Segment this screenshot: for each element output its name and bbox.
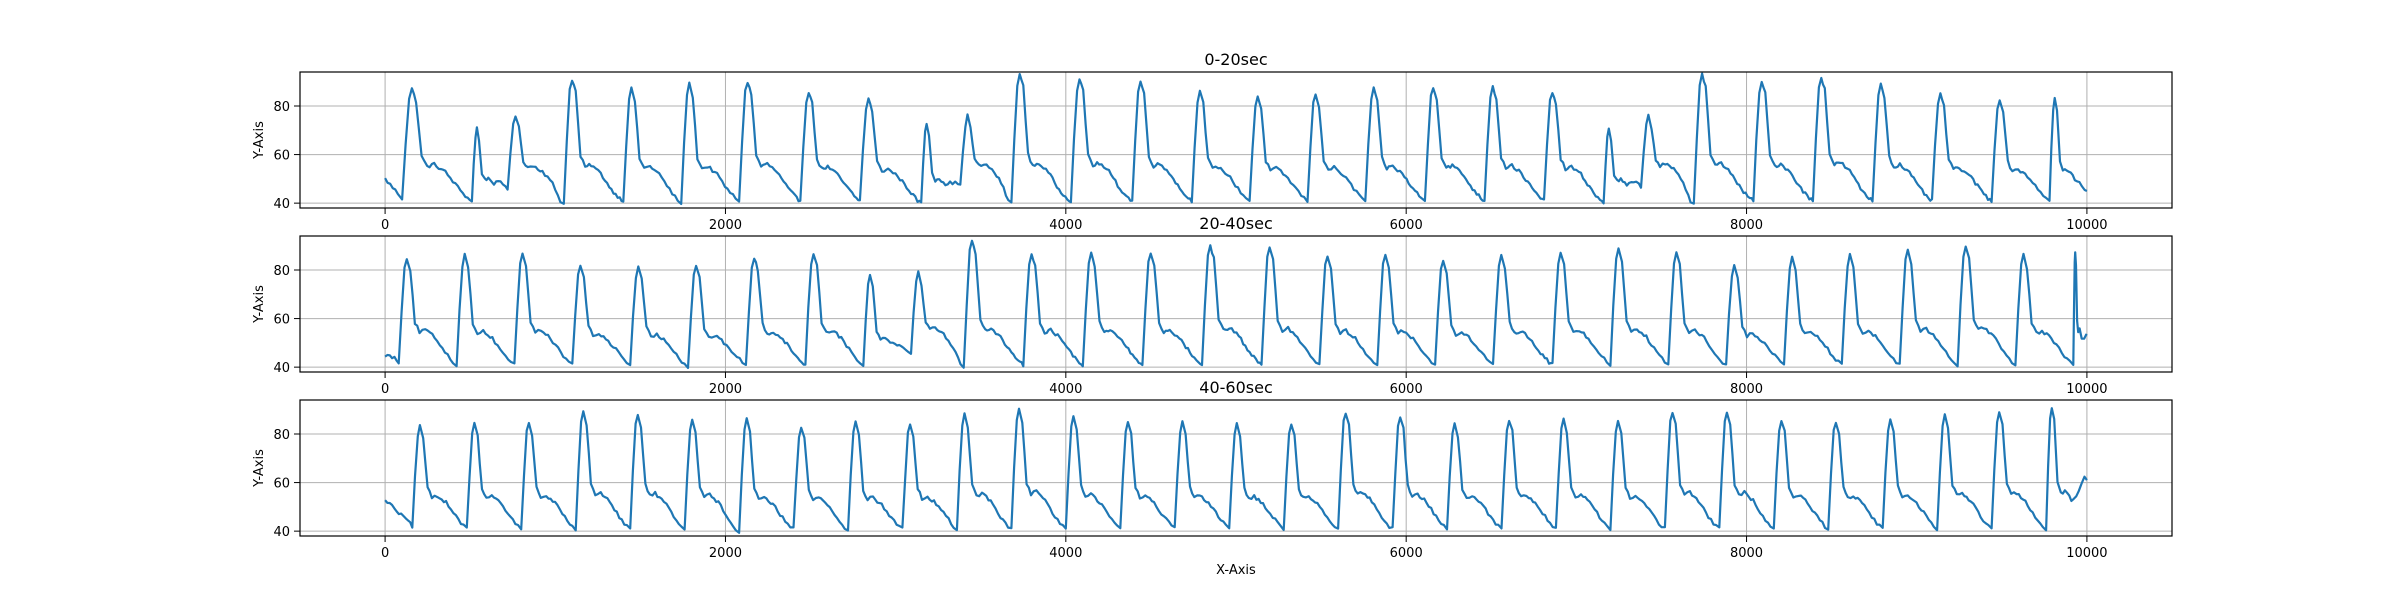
x-axis-label: X-Axis	[1216, 563, 1256, 578]
x-tick-label: 8000	[1730, 546, 1763, 561]
x-tick-label: 0	[381, 546, 389, 561]
x-tick-label: 0	[381, 218, 389, 233]
subplot-1: 0 2000 4000 6000 8000 10000 40 60 80 0-20sec Y-Axi…	[252, 50, 2173, 233]
series-line	[384, 72, 2088, 206]
plot-frame	[299, 71, 2173, 209]
y-tick-label: 60	[273, 477, 290, 492]
plot-frame	[299, 399, 2173, 537]
x-tick-label: 10000	[2066, 382, 2107, 397]
y-tick-label: 80	[273, 428, 290, 443]
x-tick-label: 6000	[1390, 546, 1423, 561]
y-tick-label: 80	[273, 264, 290, 279]
subplot-title: 40-60sec	[1199, 378, 1272, 397]
y-tick-label: 40	[273, 525, 290, 540]
subplot-2: 0 2000 4000 6000 8000 10000 40 60 80 20-40sec Y-Ax…	[252, 214, 2173, 397]
series-line	[384, 239, 2088, 369]
x-tick-label: 6000	[1390, 382, 1423, 397]
subplot-3: 0 2000 4000 6000 8000 10000 40 60 80 40-60sec Y-Ax…	[252, 378, 2173, 578]
x-tick-label: 2000	[709, 382, 742, 397]
x-tick-label: 4000	[1049, 382, 1082, 397]
x-tick-label: 2000	[709, 218, 742, 233]
plot-frame	[299, 235, 2173, 373]
x-tick-label: 8000	[1730, 218, 1763, 233]
x-tick-label: 6000	[1390, 218, 1423, 233]
y-axis-label: Y-Axis	[252, 449, 267, 488]
y-tick-label: 80	[273, 100, 290, 115]
y-tick-label: 40	[273, 197, 290, 212]
x-tick-label: 8000	[1730, 382, 1763, 397]
y-axis-label: Y-Axis	[252, 285, 267, 324]
x-tick-label: 4000	[1049, 218, 1082, 233]
y-tick-label: 40	[273, 361, 290, 376]
x-tick-label: 10000	[2066, 218, 2107, 233]
x-tick-label: 0	[381, 382, 389, 397]
subplot-title: 20-40sec	[1199, 214, 1272, 233]
x-tick-label: 10000	[2066, 546, 2107, 561]
subplot-title: 0-20sec	[1204, 50, 1267, 69]
x-tick-label: 4000	[1049, 546, 1082, 561]
series-line	[384, 407, 2088, 534]
y-tick-label: 60	[273, 149, 290, 164]
y-axis-label: Y-Axis	[252, 121, 267, 160]
x-tick-label: 2000	[709, 546, 742, 561]
y-tick-label: 60	[273, 313, 290, 328]
